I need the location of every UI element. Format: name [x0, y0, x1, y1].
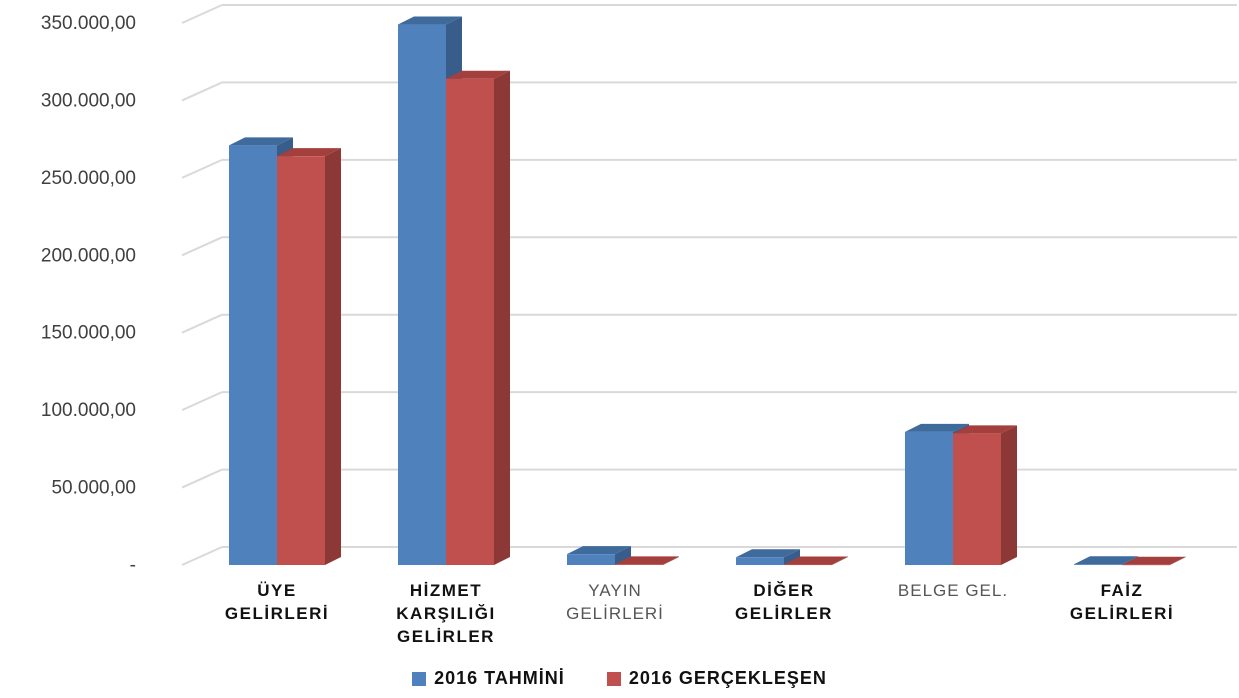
gridline-depth-2: [182, 392, 222, 410]
y-tick-label-2: 100.000,00: [41, 400, 136, 421]
y-tick-label-6: 300.000,00: [41, 90, 136, 111]
gridline-depth-3: [182, 315, 222, 333]
bar-front: [1122, 565, 1170, 566]
bar-2-1: [277, 148, 341, 565]
bar-front: [277, 156, 325, 565]
y-tick-label-5: 250.000,00: [41, 168, 136, 189]
x-category-line: HİZMET: [410, 581, 482, 600]
x-category-line: ÜYE: [257, 581, 296, 600]
y-axis-ticks: - 50.000,00 100.000,00 150.000,00 200.000,00…: [41, 13, 136, 576]
x-category-line: YAYIN: [588, 581, 642, 600]
gridline-depth-7: [182, 5, 222, 23]
legend-label-series-1: 2016 TAHMİNİ: [434, 668, 565, 689]
y-tick-label-4: 200.000,00: [41, 245, 136, 266]
bar-side: [494, 71, 510, 565]
bar-front: [1074, 564, 1122, 565]
x-category-label-3: YAYIN GELİRLERİ: [566, 581, 664, 623]
bar-front: [446, 79, 494, 565]
x-category-line: DİĞER: [753, 581, 814, 600]
x-category-line: GELİRLER: [397, 627, 495, 646]
gridline-depth-1: [182, 470, 222, 488]
legend-item-series-2: 2016 GERÇEKLEŞEN: [607, 668, 827, 689]
x-category-label-4: DİĞER GELİRLER: [735, 581, 833, 623]
x-category-line: GELİRLERİ: [1070, 604, 1174, 623]
x-category-line: KARŞILIĞI: [396, 604, 495, 623]
gridline-depth-0: [182, 547, 222, 565]
bar-front: [567, 554, 615, 565]
bar-side: [325, 148, 341, 565]
x-axis-categories: ÜYE GELİRLERİ HİZMET KARŞILIĞI GELİRLER YAYIN…: [225, 581, 1174, 646]
legend-swatch-series-1: [412, 672, 426, 686]
bar-2-2: [446, 71, 510, 565]
legend: 2016 TAHMİNİ 2016 GERÇEKLEŞEN: [0, 668, 1239, 689]
gridline-depth-5: [182, 160, 222, 178]
y-tick-label-3: 150.000,00: [41, 323, 136, 344]
bar-front: [615, 564, 663, 565]
legend-item-series-1: 2016 TAHMİNİ: [412, 668, 565, 689]
bar-2-5: [953, 425, 1017, 565]
bars: [229, 17, 1186, 566]
x-category-label-1: ÜYE GELİRLERİ: [225, 581, 329, 623]
gridline-depth-6: [182, 82, 222, 100]
bar-front: [953, 433, 1001, 565]
legend-label-series-2: 2016 GERÇEKLEŞEN: [629, 668, 827, 689]
y-tick-label-0: -: [130, 555, 136, 576]
bar-front: [905, 432, 953, 565]
legend-swatch-series-2: [607, 672, 621, 686]
bar-front: [229, 145, 277, 565]
bar-front: [736, 557, 784, 565]
gridline-depth-4: [182, 237, 222, 255]
x-category-line: GELİRLERİ: [225, 604, 329, 623]
x-category-label-5: BELGE GEL.: [898, 581, 1008, 600]
x-category-label-2: HİZMET KARŞILIĞI GELİRLER: [396, 581, 495, 646]
x-category-line: GELİRLERİ: [566, 604, 664, 623]
x-category-label-6: FAİZ GELİRLERİ: [1070, 581, 1174, 623]
bar-side: [1001, 425, 1017, 565]
bar-front: [398, 25, 446, 565]
x-category-line: GELİRLER: [735, 604, 833, 623]
x-category-line: FAİZ: [1101, 581, 1144, 600]
x-category-line: BELGE GEL.: [898, 581, 1008, 600]
y-tick-label-1: 50.000,00: [51, 478, 136, 499]
bar-front: [784, 565, 832, 566]
y-tick-label-7: 350.000,00: [41, 13, 136, 34]
